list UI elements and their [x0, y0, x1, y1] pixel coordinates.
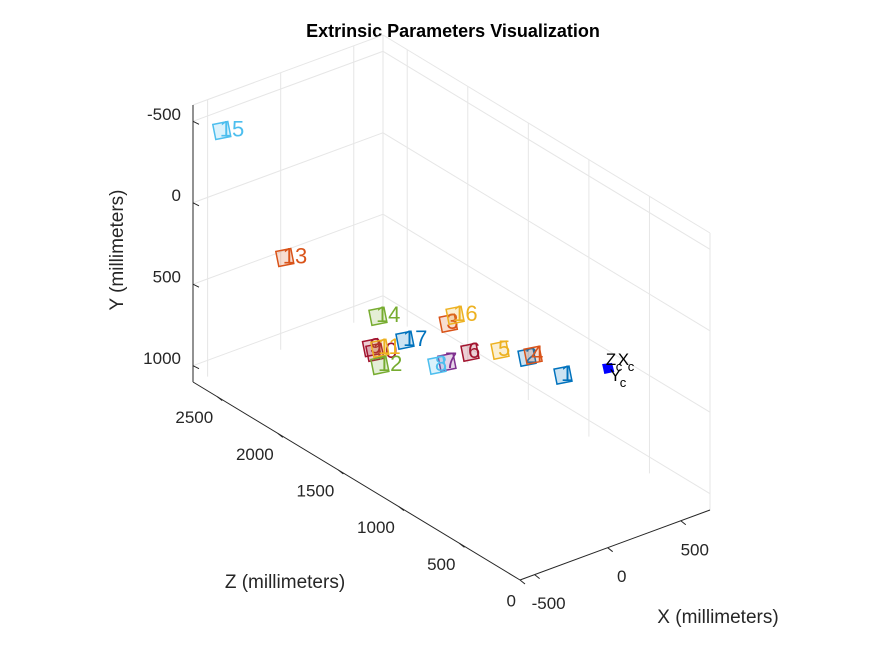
chart-title: Extrinsic Parameters Visualization [306, 21, 600, 41]
board-label: 1 [561, 361, 573, 386]
x-tick [534, 574, 540, 580]
camera-axis-label: Y [610, 366, 621, 385]
board [369, 338, 390, 359]
board [517, 347, 537, 368]
board [490, 340, 510, 361]
z-tick [519, 579, 526, 585]
grid-line [192, 50, 384, 122]
x-tick-label: 500 [681, 540, 709, 559]
board-label: 8 [435, 351, 447, 376]
x-tick-label: 0 [617, 567, 626, 586]
board [445, 305, 465, 326]
board-label: 15 [220, 116, 244, 141]
grid-line [382, 295, 711, 495]
board-label: 17 [403, 326, 427, 351]
z-tick-label: 1500 [297, 481, 335, 500]
camera [602, 362, 615, 375]
grid-line [382, 50, 711, 250]
x-tick [680, 520, 687, 526]
board [460, 342, 480, 363]
x-tick [607, 547, 614, 553]
y-tick-label: 500 [153, 268, 181, 287]
y-tick [192, 283, 200, 288]
camera-axis-subscript: c [620, 375, 627, 390]
camera-axis-subscript: c [616, 359, 623, 374]
z-tick [398, 506, 405, 512]
y-tick-label: -500 [147, 105, 181, 124]
y-tick-label: 1000 [143, 349, 181, 368]
camera-axis-label: Z [606, 350, 616, 369]
y-tick [192, 120, 200, 125]
z-axis-title: Z (millimeters) [225, 572, 345, 593]
board-label: 2 [525, 343, 537, 368]
box-edge [382, 34, 711, 234]
camera-axis-label: X [618, 350, 629, 369]
y-tick [192, 365, 200, 370]
board-label: 14 [376, 302, 400, 327]
grid-line [382, 213, 711, 413]
board-label: 16 [453, 301, 477, 326]
z-tick [277, 432, 284, 438]
board-label: 3 [446, 309, 458, 334]
axis-line [519, 509, 711, 581]
grid-line [192, 295, 384, 367]
grid-line [192, 132, 384, 204]
board [369, 355, 390, 376]
z-tick [216, 396, 223, 402]
z-tick-label: 2500 [175, 408, 213, 427]
board-label: 6 [468, 338, 480, 363]
camera-axis-subscript: c [628, 359, 635, 374]
z-tick-label: 500 [427, 555, 455, 574]
z-tick [459, 542, 465, 548]
board-label: 4 [531, 341, 543, 366]
board-label: 5 [498, 336, 510, 361]
board [553, 365, 573, 386]
y-axis-title: Y (millimeters) [107, 189, 128, 310]
board [523, 345, 543, 366]
y-tick [192, 202, 200, 207]
z-tick-label: 0 [507, 591, 516, 610]
board [211, 120, 232, 141]
board [274, 247, 295, 268]
grid-line [382, 132, 711, 332]
board [368, 306, 388, 327]
z-tick [338, 469, 344, 475]
x-tick-label: -500 [532, 594, 566, 613]
board [427, 355, 447, 376]
board-label: 13 [283, 243, 307, 268]
board-label: 12 [378, 351, 402, 376]
box-edge [192, 34, 384, 106]
board-label: 11 [378, 334, 401, 359]
z-tick-label: 1000 [357, 518, 395, 537]
axis-line [192, 381, 521, 581]
board-label: 7 [445, 348, 457, 373]
board [395, 330, 415, 351]
y-tick-label: 0 [172, 186, 181, 205]
x-axis-title: X (millimeters) [657, 607, 778, 628]
z-tick-label: 2000 [236, 445, 274, 464]
